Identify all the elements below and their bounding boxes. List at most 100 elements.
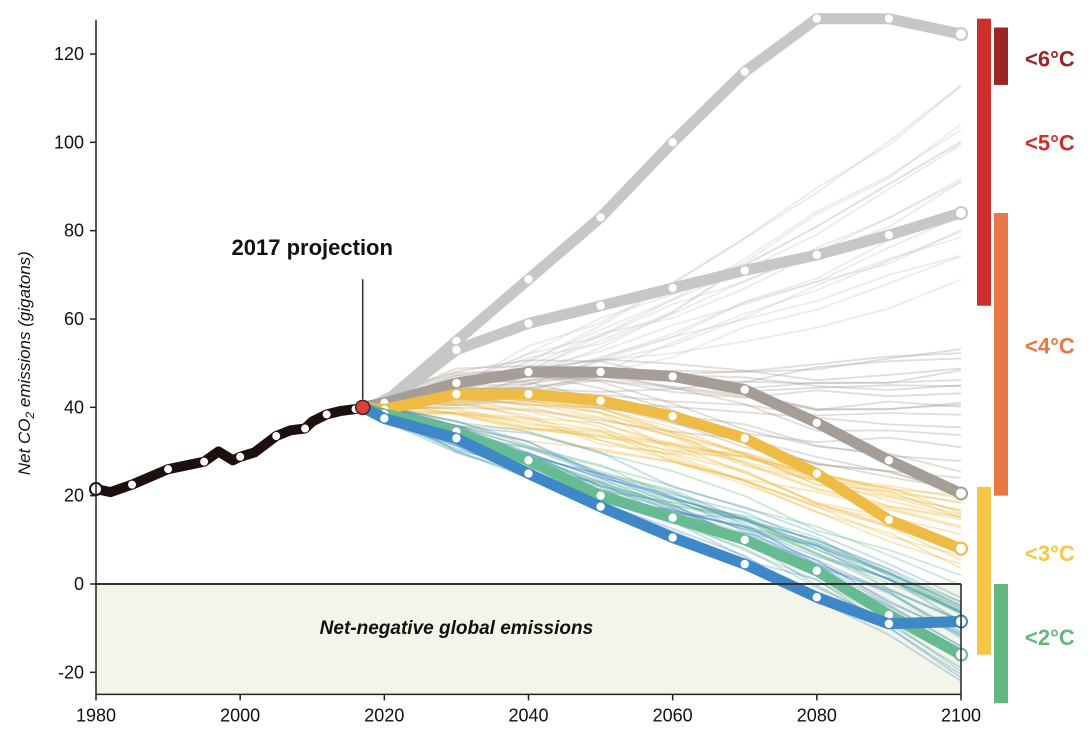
historical-marker xyxy=(322,410,331,419)
scenario-line-1-15 xyxy=(362,406,962,479)
scenario-marker xyxy=(524,319,533,328)
scenario-line-2-2 xyxy=(362,403,962,557)
y-axis-label: Net CO2 emissions (gigatons) xyxy=(15,251,37,475)
y-axis-label-part: emissions (gigatons) xyxy=(15,251,34,412)
y-tick-label: 20 xyxy=(64,486,84,506)
scenario-line-2-1 xyxy=(362,406,962,512)
temperature-band-4 xyxy=(994,584,1008,704)
temperature-band-label-3: <3°C xyxy=(1025,541,1075,566)
x-tick-label: 2080 xyxy=(797,705,837,725)
scenario-main-line-2 xyxy=(357,207,967,413)
scenario-marker xyxy=(812,566,822,575)
scenario-marker xyxy=(954,486,968,501)
y-tick-label: 120 xyxy=(54,44,84,64)
temperature-band-1 xyxy=(977,18,991,306)
temperature-band-label-4: <2°C xyxy=(1025,625,1075,650)
scenario-line-2-0 xyxy=(362,406,962,505)
historical-marker xyxy=(301,424,310,433)
temperature-band-label-0: <6°C xyxy=(1025,46,1075,71)
scenario-marker xyxy=(668,283,677,293)
scenario-marker xyxy=(812,250,822,260)
scenario-marker xyxy=(596,367,605,377)
scenario-marker xyxy=(668,411,677,421)
scenario-main-line-4 xyxy=(357,388,967,555)
temperature-band-0 xyxy=(994,27,1008,85)
scenario-line-0-2 xyxy=(362,128,962,410)
scenario-marker xyxy=(740,266,749,275)
scenario-line-4-5 xyxy=(362,406,962,599)
scenario-marker xyxy=(812,418,822,427)
scenario-marker xyxy=(524,275,533,284)
temperature-band-label-2: <4°C xyxy=(1025,334,1075,359)
y-axis-label-part: Net CO xyxy=(15,418,34,475)
x-tick-label: 2040 xyxy=(508,705,548,725)
scenario-marker xyxy=(452,378,461,388)
y-tick-label: 60 xyxy=(64,309,84,329)
scenario-marker xyxy=(452,345,461,355)
scenario-line-4-16 xyxy=(362,405,962,633)
scenario-main-line-3 xyxy=(357,366,967,499)
scenario-marker xyxy=(668,138,677,147)
scenario-line-1-5 xyxy=(362,358,962,409)
scenario-marker xyxy=(954,206,968,220)
scenario-marker xyxy=(524,469,533,478)
scenario-marker xyxy=(596,502,605,511)
x-tick-label: 2060 xyxy=(653,705,693,725)
scenario-marker xyxy=(596,213,605,222)
scenario-marker xyxy=(596,491,605,500)
scenario-line-0-12 xyxy=(362,140,962,409)
scenario-marker xyxy=(596,301,605,310)
annotation-2017-projection: 2017 projection xyxy=(232,235,393,400)
y-tick-label: 80 xyxy=(64,221,84,241)
y-tick-label: -20 xyxy=(58,662,84,682)
scenario-line-2-3 xyxy=(362,406,962,565)
temperature-band-label-1: <5°C xyxy=(1025,130,1075,155)
scenario-line-2-8 xyxy=(362,406,962,514)
scenario-marker xyxy=(884,230,894,240)
scenario-marker xyxy=(884,515,894,525)
scenario-marker xyxy=(812,593,822,602)
scenario-marker xyxy=(524,456,533,465)
y-tick-label: 0 xyxy=(74,574,84,594)
scenario-marker xyxy=(524,367,533,377)
y-tick-label: 40 xyxy=(64,397,84,417)
historical-marker xyxy=(272,432,281,441)
scenario-main-line-6 xyxy=(357,401,967,630)
x-tick-label: 1980 xyxy=(76,705,116,725)
historical-marker xyxy=(200,457,209,466)
y-tick-label: 100 xyxy=(54,132,84,152)
x-tick-label: 2020 xyxy=(364,705,404,725)
temperature-bands-layer: <6°C <5°C <4°C <3°C <2°C xyxy=(977,18,1075,704)
net-negative-region-label: Net-negative global emissions xyxy=(320,618,593,639)
scenario-line-3-15 xyxy=(362,405,962,577)
scenario-marker xyxy=(452,336,461,346)
scenario-marker xyxy=(954,541,968,556)
y-axis-label-subscript: 2 xyxy=(23,411,37,419)
scenario-line-4-13 xyxy=(362,406,962,611)
scenario-marker xyxy=(812,14,822,23)
x-tick-label: 2100 xyxy=(941,705,981,725)
scenario-marker xyxy=(884,619,894,628)
scenario-marker xyxy=(524,389,533,399)
scenario-line-4-2 xyxy=(362,405,962,635)
scenario-line-2-12 xyxy=(362,401,962,561)
temperature-band-2 xyxy=(994,213,1008,496)
annotation-text: 2017 projection xyxy=(232,235,393,260)
scenario-marker xyxy=(884,14,894,23)
scenario-marker xyxy=(452,434,461,443)
scenario-marker xyxy=(596,396,605,405)
historical-marker xyxy=(164,465,173,474)
scenario-marker xyxy=(740,385,749,394)
scenario-marker xyxy=(812,469,822,478)
historical-emissions-line xyxy=(91,404,361,498)
scenario-marker xyxy=(740,434,749,443)
scenario-marker xyxy=(884,610,894,620)
scenario-line-3-1 xyxy=(362,405,962,609)
temperature-band-3 xyxy=(977,486,991,655)
scenario-line-2-14 xyxy=(362,402,962,497)
historical-marker xyxy=(128,480,137,489)
scenario-marker xyxy=(380,414,389,423)
scenario-line-0-0 xyxy=(362,141,962,409)
